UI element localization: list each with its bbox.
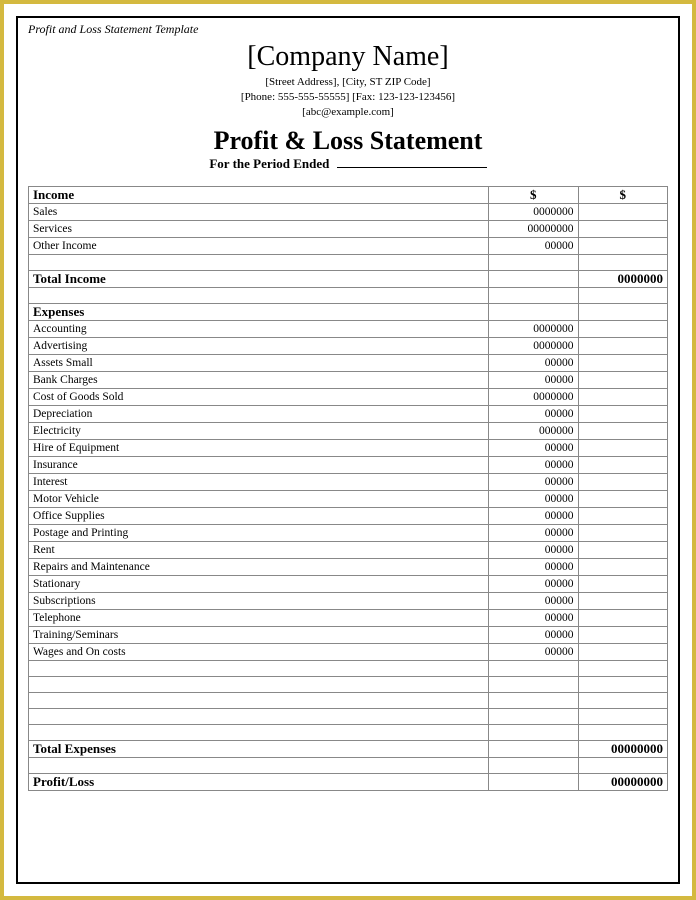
- expense-row-amt2: [578, 456, 667, 473]
- expense-row-amt2: [578, 388, 667, 405]
- expense-row-label: Interest: [29, 473, 489, 490]
- ledger-table: Income$$Sales0000000Services00000000Othe…: [28, 186, 668, 791]
- expense-row-amt2: [578, 490, 667, 507]
- income-row-amt2: [578, 220, 667, 237]
- expense-row-label: Telephone: [29, 609, 489, 626]
- period-blank: [337, 156, 487, 168]
- expense-row-amt1: 00000: [489, 473, 578, 490]
- income-row-amt1: 0000000: [489, 203, 578, 220]
- expense-row-amt2: [578, 422, 667, 439]
- profit-loss-value: 00000000: [578, 773, 667, 790]
- currency-col-2: $: [578, 186, 667, 203]
- expense-row-amt2: [578, 320, 667, 337]
- expense-row-amt1: 00000: [489, 456, 578, 473]
- expense-row-label: Advertising: [29, 337, 489, 354]
- expense-row-amt2: [578, 609, 667, 626]
- outer-frame: Profit and Loss Statement Template [Comp…: [0, 0, 696, 900]
- document-header: [Company Name] [Street Address], [City, …: [28, 41, 668, 172]
- expense-row-amt1: 00000: [489, 507, 578, 524]
- expense-row-label: Assets Small: [29, 354, 489, 371]
- expense-row-amt2: [578, 473, 667, 490]
- income-row-label: Services: [29, 220, 489, 237]
- expense-row-label: Wages and On costs: [29, 643, 489, 660]
- period-label: For the Period Ended: [209, 156, 329, 171]
- total-income-value: 0000000: [578, 270, 667, 287]
- expense-row-amt1: 00000: [489, 609, 578, 626]
- income-row-label: Other Income: [29, 237, 489, 254]
- expense-row-amt1: 00000: [489, 643, 578, 660]
- expense-row-label: Stationary: [29, 575, 489, 592]
- expense-row-amt1: 0000000: [489, 388, 578, 405]
- expense-row-amt2: [578, 575, 667, 592]
- expense-row-label: Motor Vehicle: [29, 490, 489, 507]
- expenses-header: Expenses: [29, 303, 489, 320]
- expense-row-amt1: 00000: [489, 575, 578, 592]
- income-header: Income: [29, 186, 489, 203]
- expense-row-amt1: 00000: [489, 405, 578, 422]
- company-meta: [Street Address], [City, ST ZIP Code] [P…: [28, 75, 668, 120]
- expense-row-label: Repairs and Maintenance: [29, 558, 489, 575]
- meta-address: [Street Address], [City, ST ZIP Code]: [28, 75, 668, 90]
- income-row-amt1: 00000: [489, 237, 578, 254]
- income-row-amt1: 00000000: [489, 220, 578, 237]
- expense-row-amt2: [578, 524, 667, 541]
- period-line: For the Period Ended: [28, 156, 668, 172]
- expense-row-amt2: [578, 626, 667, 643]
- expense-row-label: Accounting: [29, 320, 489, 337]
- expense-row-amt2: [578, 558, 667, 575]
- expense-row-amt1: 00000: [489, 371, 578, 388]
- expense-row-amt2: [578, 541, 667, 558]
- expense-row-label: Subscriptions: [29, 592, 489, 609]
- inner-frame: Profit and Loss Statement Template [Comp…: [16, 16, 680, 884]
- expense-row-amt1: 0000000: [489, 320, 578, 337]
- expense-row-label: Postage and Printing: [29, 524, 489, 541]
- total-income-label: Total Income: [29, 270, 489, 287]
- template-label: Profit and Loss Statement Template: [28, 22, 668, 37]
- expense-row-amt2: [578, 354, 667, 371]
- expense-row-amt1: 00000: [489, 524, 578, 541]
- expense-row-amt1: 00000: [489, 541, 578, 558]
- company-name: [Company Name]: [28, 41, 668, 73]
- expense-row-amt2: [578, 592, 667, 609]
- currency-col-1: $: [489, 186, 578, 203]
- expense-row-label: Office Supplies: [29, 507, 489, 524]
- expense-row-label: Cost of Goods Sold: [29, 388, 489, 405]
- statement-title: Profit & Loss Statement: [28, 126, 668, 156]
- expense-row-amt2: [578, 507, 667, 524]
- expense-row-amt2: [578, 371, 667, 388]
- total-expenses-label: Total Expenses: [29, 740, 489, 757]
- meta-phone-fax: [Phone: 555-555-55555] [Fax: 123-123-123…: [28, 90, 668, 105]
- expense-row-amt1: 00000: [489, 490, 578, 507]
- profit-loss-label: Profit/Loss: [29, 773, 489, 790]
- expense-row-amt1: 00000: [489, 439, 578, 456]
- expense-row-amt1: 000000: [489, 422, 578, 439]
- income-row-label: Sales: [29, 203, 489, 220]
- expense-row-label: Bank Charges: [29, 371, 489, 388]
- expense-row-label: Insurance: [29, 456, 489, 473]
- expense-row-amt1: 00000: [489, 592, 578, 609]
- total-expenses-value: 00000000: [578, 740, 667, 757]
- income-row-amt2: [578, 203, 667, 220]
- expense-row-amt2: [578, 337, 667, 354]
- income-row-amt2: [578, 237, 667, 254]
- expense-row-label: Training/Seminars: [29, 626, 489, 643]
- expense-row-amt2: [578, 643, 667, 660]
- expense-row-label: Electricity: [29, 422, 489, 439]
- expense-row-amt2: [578, 405, 667, 422]
- expense-row-amt1: 0000000: [489, 337, 578, 354]
- expense-row-label: Hire of Equipment: [29, 439, 489, 456]
- expense-row-label: Depreciation: [29, 405, 489, 422]
- expense-row-amt1: 00000: [489, 354, 578, 371]
- expense-row-label: Rent: [29, 541, 489, 558]
- expense-row-amt1: 00000: [489, 626, 578, 643]
- meta-email: [abc@example.com]: [28, 105, 668, 120]
- expense-row-amt1: 00000: [489, 558, 578, 575]
- expense-row-amt2: [578, 439, 667, 456]
